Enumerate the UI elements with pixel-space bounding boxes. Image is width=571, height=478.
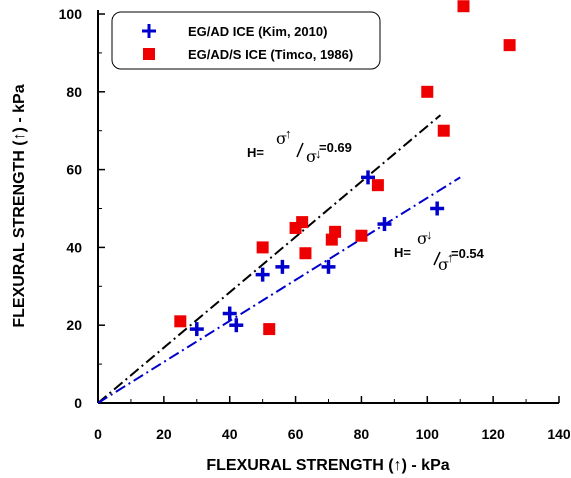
annotation-1-bottom-arrow: ↓ [315, 146, 322, 161]
y-tick-label: 60 [66, 162, 82, 178]
annotation-1-top-sigma: σ [276, 129, 287, 148]
annotation-1-prefix: H= [247, 145, 264, 160]
data-point-kim [275, 259, 290, 274]
data-point-timco [437, 124, 450, 137]
data-point-timco [174, 315, 187, 328]
legend: EG/AD ICE (Kim, 2010) EG/AD/S ICE (Timco… [111, 11, 381, 70]
data-point-timco [296, 216, 309, 229]
data-point-kim [361, 170, 376, 185]
data-point-kim [430, 201, 445, 216]
data-points [174, 0, 516, 337]
x-tick-label: 140 [547, 426, 571, 442]
fit-line-1 [97, 114, 442, 404]
legend-label-timco: EG/AD/S ICE (Timco, 1986) [188, 47, 353, 62]
data-point-kim [255, 267, 270, 282]
annotation-2-top-arrow: ↓ [426, 227, 433, 242]
annotation-h-054: H= σ ↓ σ ↑ =0.54 [394, 227, 485, 274]
data-point-kim [321, 259, 336, 274]
annotation-2-prefix: H= [394, 245, 411, 260]
data-point-kim [222, 306, 237, 321]
data-point-kim [189, 322, 204, 337]
data-point-kim [377, 217, 392, 232]
legend-box [111, 11, 381, 70]
data-point-timco [457, 0, 470, 13]
annotation-1-slash [296, 142, 304, 158]
x-tick-label: 80 [354, 426, 370, 442]
y-tick-label: 40 [66, 239, 82, 255]
annotation-1-top-arrow: ↑ [285, 126, 292, 141]
annotation-2-bottom-sigma: σ [438, 255, 449, 274]
annotation-1-value: =0.69 [319, 140, 352, 155]
annotation-2-slash [433, 251, 441, 266]
data-point-timco [421, 85, 434, 98]
annotation-2-top-sigma: σ [417, 229, 428, 248]
data-point-timco [299, 247, 312, 260]
y-tick-label: 0 [74, 395, 82, 411]
data-point-timco [263, 323, 276, 336]
y-tick-label: 80 [66, 84, 82, 100]
x-tick-label: 40 [222, 426, 238, 442]
data-point-kim [229, 318, 244, 333]
y-ticks: 0 20 40 60 80 100 [59, 6, 105, 411]
data-point-timco [329, 225, 342, 238]
y-tick-label: 20 [66, 317, 82, 333]
x-tick-label: 0 [94, 426, 102, 442]
legend-marker-kim [142, 24, 156, 38]
annotation-1-bottom-sigma: σ [306, 147, 317, 166]
data-point-timco [371, 179, 384, 192]
data-point-timco [256, 241, 269, 254]
x-tick-label: 60 [288, 426, 304, 442]
y-axis-title: FLEXURAL STRENGTH (↑) - kPa [11, 84, 28, 327]
x-tick-label: 20 [156, 426, 172, 442]
x-tick-label: 100 [416, 426, 440, 442]
y-tick-label: 100 [59, 6, 83, 22]
fit-line-2 [97, 176, 461, 404]
legend-label-kim: EG/AD ICE (Kim, 2010) [188, 24, 327, 39]
fit-lines [97, 114, 461, 404]
annotation-2-value: =0.54 [451, 246, 485, 261]
annotation-2-bottom-arrow: ↑ [447, 250, 454, 265]
x-axis-title: FLEXURAL STRENGTH (↑) - kPa [206, 457, 449, 474]
data-point-timco [503, 39, 516, 52]
annotation-h-069: H= σ ↑ σ ↓ =0.69 [247, 126, 352, 166]
legend-marker-timco [143, 48, 155, 60]
data-point-timco [355, 229, 368, 242]
x-ticks: 0 20 40 60 80 100 120 140 [94, 396, 571, 442]
x-tick-label: 120 [481, 426, 505, 442]
